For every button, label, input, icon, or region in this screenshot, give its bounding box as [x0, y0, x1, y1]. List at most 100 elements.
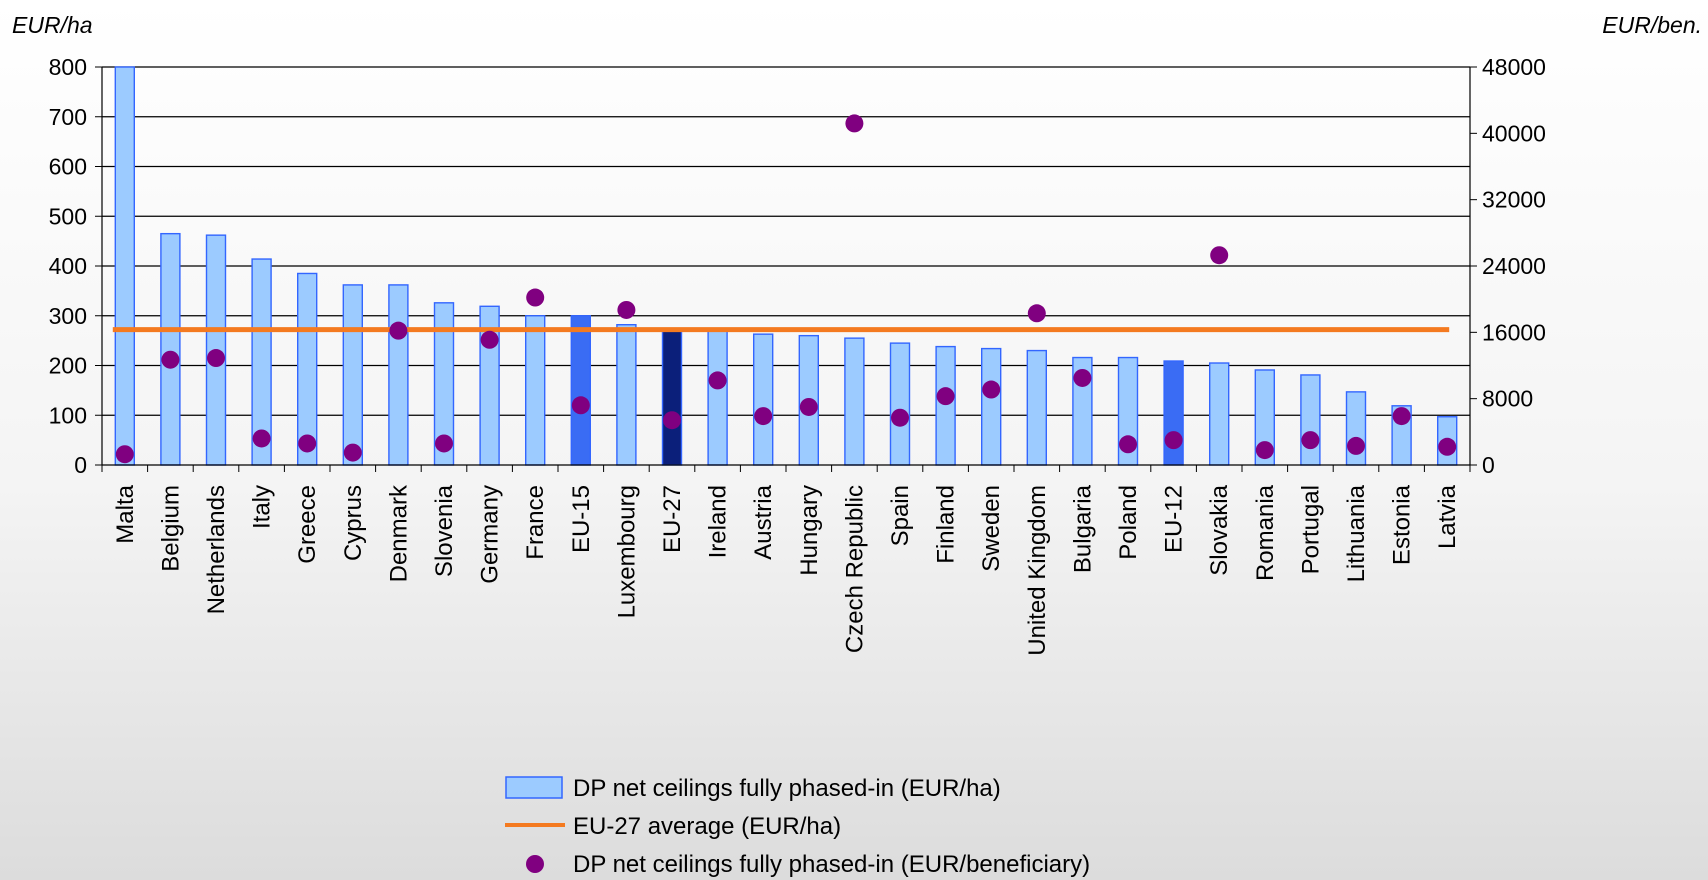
left-tick-label: 0: [74, 452, 87, 478]
left-axis-ticks: 0 100 200 300 400 500 600 700 800: [49, 54, 102, 478]
bar-slovakia: [1208, 362, 1230, 466]
category-label-eu-15: EU-15: [568, 485, 595, 553]
right-axis-unit: EUR/ben.: [1602, 12, 1702, 38]
category-label-romania: Romania: [1252, 484, 1279, 581]
category-label-united-kingdom: United Kingdom: [1024, 485, 1051, 656]
dot-eu-12: [1164, 431, 1183, 450]
category-label-germany: Germany: [477, 485, 504, 584]
dot-united-kingdom: [1027, 304, 1046, 323]
left-tick-label: 700: [49, 104, 87, 130]
dot-eu-27: [663, 411, 681, 430]
dot-france: [526, 288, 545, 307]
legend-label-dots: DP net ceilings fully phased-in (EUR/ben…: [573, 851, 1090, 878]
beneficiary-dot-series: [115, 114, 1457, 464]
category-label-netherlands: Netherlands: [203, 485, 230, 614]
dot-belgium: [161, 350, 180, 369]
dot-spain: [891, 408, 909, 427]
bar-cyprus: [342, 284, 363, 466]
bar-ireland: [707, 329, 728, 466]
legend-label-bars: DP net ceilings fully phased-in (EUR/ha): [573, 775, 1001, 802]
dot-romania: [1255, 441, 1274, 460]
category-label-latvia: Latvia: [1434, 484, 1461, 549]
dot-greece: [298, 434, 317, 453]
dot-italy: [252, 429, 271, 448]
category-label-portugal: Portugal: [1297, 485, 1324, 574]
left-tick-label: 100: [49, 402, 87, 428]
right-tick-label: 16000: [1482, 319, 1546, 345]
bar-denmark: [388, 284, 409, 466]
left-tick-label: 200: [49, 353, 87, 379]
dot-germany: [480, 330, 499, 349]
dot-luxembourg: [617, 300, 636, 319]
bar-spain: [889, 342, 911, 466]
bar-finland: [935, 345, 956, 466]
dot-slovenia: [435, 434, 453, 453]
left-axis-unit: EUR/ha: [12, 12, 93, 38]
category-label-finland: Finland: [933, 485, 960, 564]
dot-bulgaria: [1073, 368, 1092, 387]
legend: DP net ceilings fully phased-in (EUR/ha)…: [505, 775, 1090, 878]
category-label-luxembourg: Luxembourg: [613, 485, 640, 618]
right-tick-label: 0: [1482, 452, 1495, 478]
right-tick-label: 48000: [1482, 54, 1546, 80]
category-label-spain: Spain: [887, 485, 914, 546]
category-label-slovenia: Slovenia: [431, 484, 458, 577]
category-label-greece: Greece: [294, 485, 321, 564]
right-axis-ticks: 0 8000 16000 24000 32000 40000 48000: [1470, 54, 1546, 478]
category-label-ireland: Ireland: [705, 485, 732, 558]
dot-czech-republic: [845, 114, 864, 133]
dot-poland: [1119, 435, 1137, 454]
dot-ireland: [708, 371, 727, 390]
dot-sweden: [982, 380, 1001, 399]
category-label-czech-republic: Czech Republic: [841, 485, 868, 653]
right-tick-label: 24000: [1482, 253, 1546, 279]
bar-czech-republic: [844, 337, 865, 466]
bar-eu-12: [1163, 360, 1184, 466]
dot-netherlands: [207, 349, 225, 368]
bar-eu-27: [661, 328, 683, 466]
dot-finland: [936, 387, 955, 406]
left-tick-label: 300: [49, 303, 87, 329]
gridlines: [102, 66, 1470, 416]
category-label-france: France: [522, 485, 549, 560]
legend-dot-swatch: [526, 855, 544, 873]
legend-label-average: EU-27 average (EUR/ha): [573, 813, 841, 840]
left-tick-label: 500: [49, 203, 87, 229]
category-label-eu-12: EU-12: [1161, 485, 1188, 553]
dot-denmark: [389, 321, 408, 340]
dot-slovakia: [1210, 246, 1229, 265]
dot-lithuania: [1347, 436, 1365, 455]
category-label-denmark: Denmark: [385, 484, 412, 582]
category-label-bulgaria: Bulgaria: [1069, 484, 1096, 573]
bar-belgium: [160, 232, 181, 466]
category-label-cyprus: Cyprus: [340, 485, 367, 561]
bar-portugal: [1300, 374, 1321, 466]
category-label-estonia: Estonia: [1389, 484, 1416, 565]
bar-united-kingdom: [1026, 349, 1048, 466]
dot-malta: [115, 445, 134, 464]
bar-eu-15: [570, 315, 591, 466]
category-label-sweden: Sweden: [978, 485, 1005, 572]
right-tick-label: 32000: [1482, 187, 1546, 213]
bar-austria: [753, 333, 774, 466]
category-label-austria: Austria: [750, 484, 777, 559]
dot-hungary: [799, 397, 818, 416]
category-label-eu-27: EU-27: [659, 485, 686, 553]
bar-malta: [114, 66, 136, 466]
category-label-malta: Malta: [112, 484, 139, 543]
left-tick-label: 800: [49, 54, 87, 80]
dot-eu-15: [571, 396, 590, 415]
dot-estonia: [1392, 407, 1411, 426]
category-label-slovakia: Slovakia: [1206, 484, 1233, 575]
category-label-poland: Poland: [1115, 485, 1142, 560]
dot-portugal: [1301, 431, 1320, 450]
category-label-italy: Italy: [249, 485, 276, 529]
category-label-hungary: Hungary: [796, 485, 823, 576]
dot-austria: [754, 407, 773, 426]
category-label-belgium: Belgium: [157, 485, 184, 572]
bar-france: [525, 315, 546, 466]
category-labels: Malta Belgium Netherlands Italy Greece Cyprus…: [112, 484, 1461, 656]
right-tick-label: 40000: [1482, 120, 1546, 146]
category-label-lithuania: Lithuania: [1343, 484, 1370, 582]
